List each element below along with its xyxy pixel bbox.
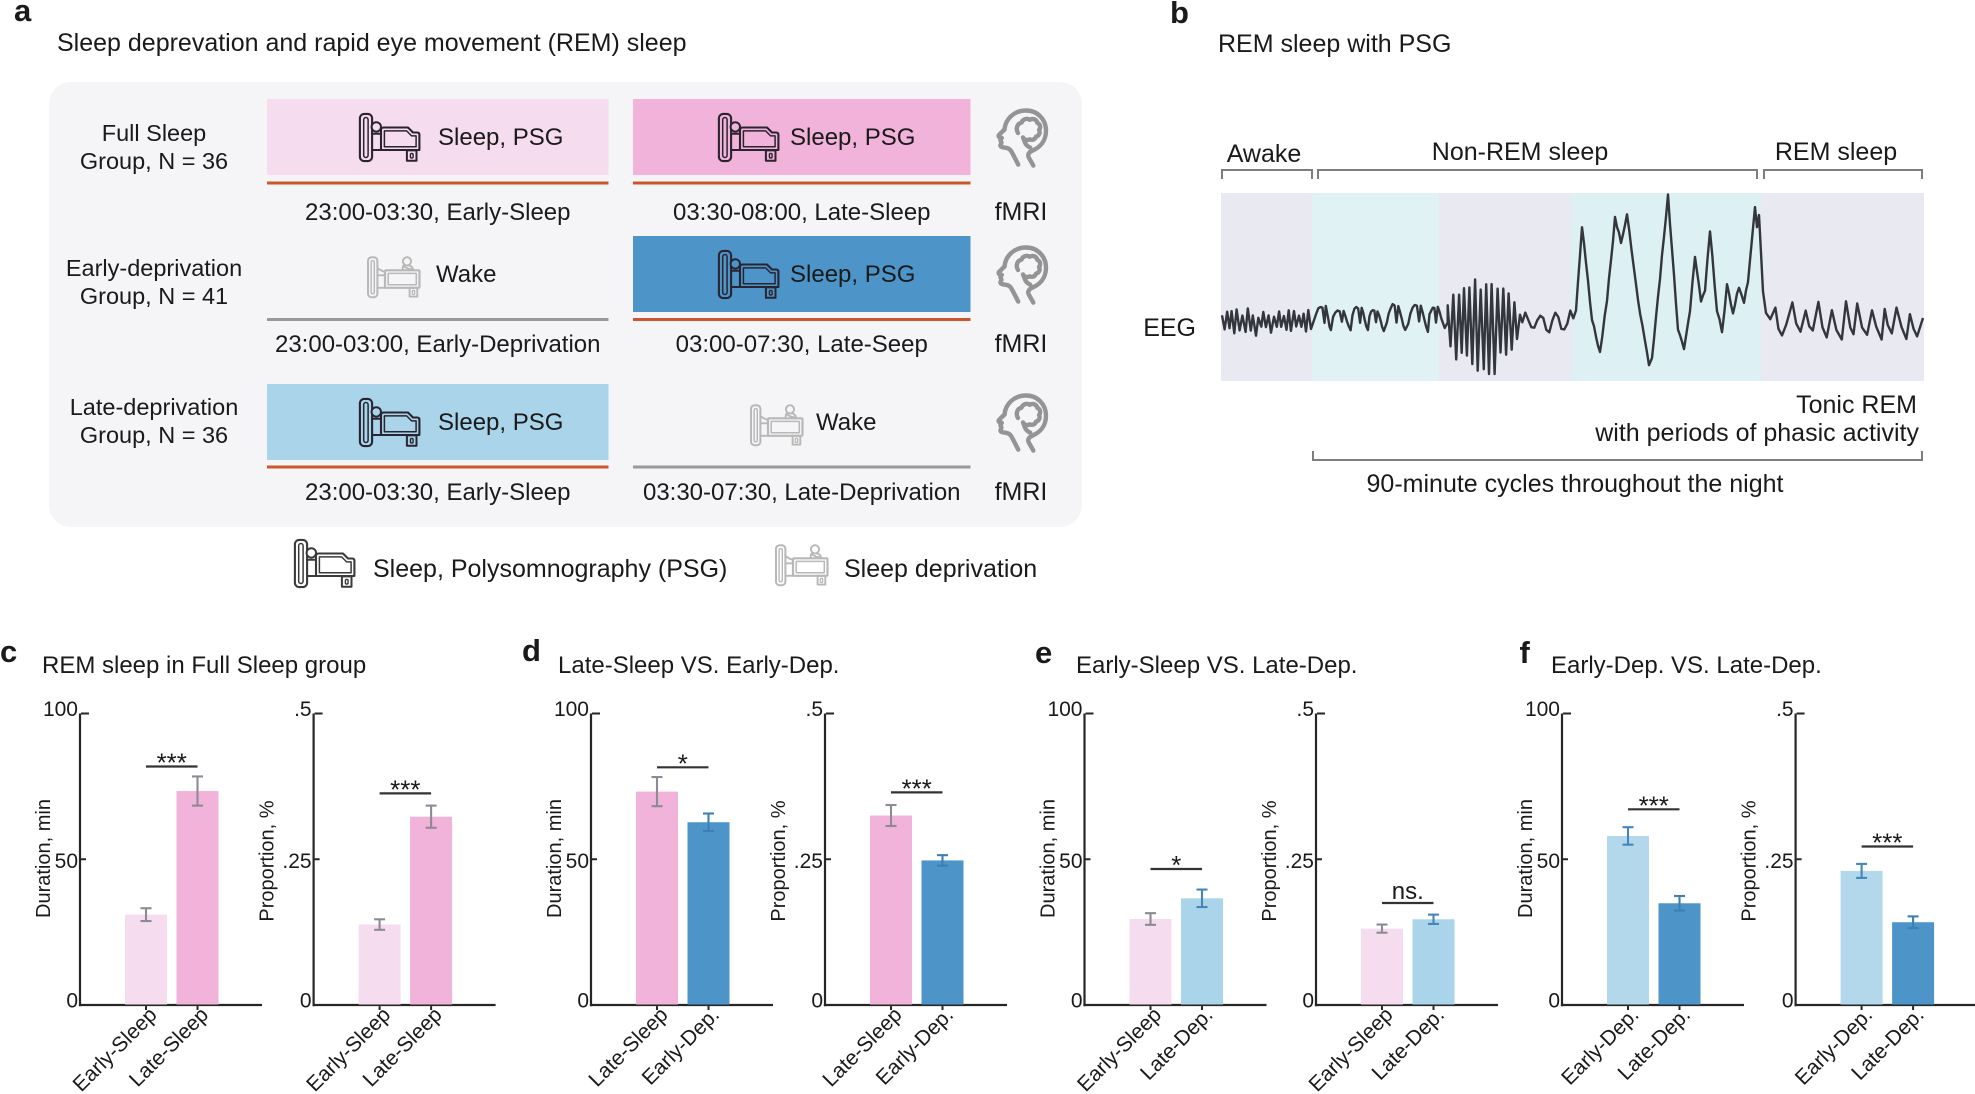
svg-text:100: 100	[554, 698, 589, 721]
svg-text:Sleep deprevation and rapid ey: Sleep deprevation and rapid eye movement…	[57, 29, 687, 57]
svg-text:100: 100	[1047, 698, 1082, 721]
svg-text:***: ***	[1639, 790, 1669, 820]
svg-text:03:30-07:30, Late-Deprivation: 03:30-07:30, Late-Deprivation	[643, 479, 961, 506]
svg-text:.5: .5	[805, 698, 823, 721]
svg-text:50: 50	[1059, 850, 1082, 873]
svg-text:EEG: EEG	[1143, 314, 1196, 342]
svg-text:Wake: Wake	[436, 261, 496, 288]
svg-text:0: 0	[66, 990, 78, 1013]
svg-text:ns.: ns.	[1392, 878, 1424, 905]
svg-text:Early-Sleep VS. Late-Dep.: Early-Sleep VS. Late-Dep.	[1076, 652, 1357, 679]
svg-text:*: *	[678, 748, 688, 778]
svg-text:23:00-03:30, Early-Sleep: 23:00-03:30, Early-Sleep	[305, 199, 571, 226]
svg-text:90-minute cycles throughout th: 90-minute cycles throughout the night	[1367, 470, 1784, 498]
svg-text:Late-Sleep VS. Early-Dep.: Late-Sleep VS. Early-Dep.	[558, 652, 839, 679]
svg-text:***: ***	[390, 774, 420, 804]
svg-text:REM sleep: REM sleep	[1775, 138, 1897, 166]
svg-text:Sleep, PSG: Sleep, PSG	[790, 124, 915, 151]
svg-text:Group, N = 41: Group, N = 41	[80, 283, 228, 309]
svg-text:Sleep, PSG: Sleep, PSG	[438, 409, 563, 436]
svg-text:Non-REM sleep: Non-REM sleep	[1432, 138, 1608, 166]
svg-text:.25: .25	[1764, 850, 1793, 873]
svg-text:.25: .25	[1285, 850, 1314, 873]
svg-text:Group, N = 36: Group, N = 36	[80, 148, 228, 174]
svg-text:Sleep deprivation: Sleep deprivation	[844, 555, 1037, 583]
svg-text:Proportion, %: Proportion, %	[1739, 800, 1761, 921]
svg-text:100: 100	[1525, 698, 1560, 721]
svg-text:Awake: Awake	[1227, 140, 1302, 168]
svg-text:Proportion, %: Proportion, %	[1259, 800, 1281, 921]
svg-text:REM sleep with PSG: REM sleep with PSG	[1218, 30, 1451, 58]
svg-text:Duration, min: Duration, min	[1515, 799, 1537, 918]
svg-text:Tonic REM: Tonic REM	[1796, 391, 1917, 419]
svg-text:.25: .25	[794, 850, 823, 873]
svg-text:Full Sleep: Full Sleep	[102, 120, 207, 146]
svg-text:Late-deprivation: Late-deprivation	[70, 394, 239, 420]
svg-text:***: ***	[902, 773, 932, 803]
svg-text:fMRI: fMRI	[995, 330, 1048, 358]
svg-text:REM sleep in Full Sleep group: REM sleep in Full Sleep group	[42, 652, 366, 679]
svg-text:23:00-03:00, Early-Deprivation: 23:00-03:00, Early-Deprivation	[275, 331, 601, 358]
svg-text:a: a	[14, 0, 32, 28]
svg-text:23:00-03:30, Early-Sleep: 23:00-03:30, Early-Sleep	[305, 479, 571, 506]
svg-text:b: b	[1170, 0, 1189, 30]
svg-text:0: 0	[1548, 990, 1560, 1013]
svg-text:03:30-08:00, Late-Sleep: 03:30-08:00, Late-Sleep	[673, 199, 931, 226]
svg-text:e: e	[1035, 635, 1052, 670]
svg-text:50: 50	[55, 850, 78, 873]
svg-text:0: 0	[577, 990, 589, 1013]
svg-text:0: 0	[1782, 990, 1794, 1013]
svg-text:d: d	[522, 633, 541, 668]
svg-text:100: 100	[43, 698, 78, 721]
svg-text:*: *	[1171, 850, 1181, 880]
svg-text:with periods of phasic activit: with periods of phasic activity	[1594, 419, 1919, 447]
svg-text:03:00-07:30, Late-Seep: 03:00-07:30, Late-Seep	[676, 331, 928, 358]
svg-text:50: 50	[1537, 850, 1560, 873]
svg-text:Sleep, Polysomnography (PSG): Sleep, Polysomnography (PSG)	[373, 555, 727, 583]
svg-text:Duration, min: Duration, min	[1038, 799, 1060, 918]
svg-text:Sleep, PSG: Sleep, PSG	[438, 124, 563, 151]
svg-text:c: c	[0, 634, 17, 669]
svg-text:fMRI: fMRI	[995, 198, 1048, 226]
svg-text:Early-Dep. VS. Late-Dep.: Early-Dep. VS. Late-Dep.	[1551, 652, 1822, 679]
svg-text:Group, N = 36: Group, N = 36	[80, 422, 228, 448]
svg-text:.5: .5	[1776, 698, 1794, 721]
svg-text:***: ***	[1872, 828, 1902, 858]
svg-text:.5: .5	[294, 698, 312, 721]
svg-text:0: 0	[1302, 990, 1314, 1013]
svg-text:Early-deprivation: Early-deprivation	[66, 255, 242, 281]
svg-text:50: 50	[566, 850, 589, 873]
svg-text:Duration, min: Duration, min	[33, 799, 55, 918]
svg-text:***: ***	[157, 748, 187, 778]
svg-text:Proportion, %: Proportion, %	[257, 800, 279, 921]
svg-text:Sleep, PSG: Sleep, PSG	[790, 261, 915, 288]
svg-text:0: 0	[300, 990, 312, 1013]
svg-text:Proportion, %: Proportion, %	[768, 800, 790, 921]
svg-text:Wake: Wake	[816, 409, 876, 436]
svg-text:0: 0	[1071, 990, 1083, 1013]
svg-text:f: f	[1520, 635, 1531, 670]
svg-text:.25: .25	[282, 850, 311, 873]
svg-text:.5: .5	[1296, 698, 1314, 721]
svg-text:fMRI: fMRI	[995, 478, 1048, 506]
svg-text:0: 0	[811, 990, 823, 1013]
svg-text:Duration, min: Duration, min	[544, 799, 566, 918]
